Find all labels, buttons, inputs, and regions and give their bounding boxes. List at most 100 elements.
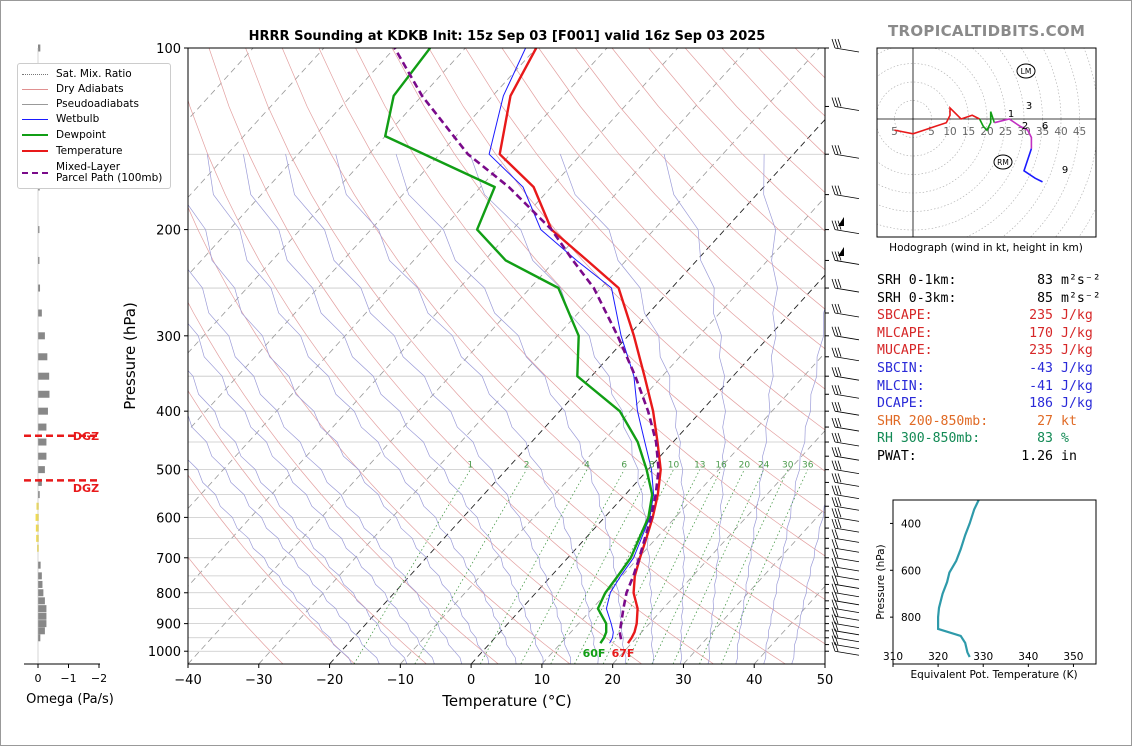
dgz-bottom-label: DGZ <box>73 482 99 495</box>
barb-flag <box>834 628 839 638</box>
storm-motion-label: LM <box>1021 67 1032 76</box>
hodograph-segment-9-12km <box>1023 148 1043 183</box>
moist-adiabat <box>188 204 490 664</box>
index-unit: kt <box>1061 413 1077 429</box>
y-tick-label: 200 <box>156 224 181 239</box>
hodograph-segment-3-6km <box>978 111 996 132</box>
omega-bar <box>38 612 47 620</box>
index-label: SRH 0-3km: <box>877 290 957 306</box>
barb-flag <box>837 402 842 412</box>
dry-adiabat <box>391 48 825 514</box>
theta-e-x-label: Equivalent Pot. Temperature (K) <box>910 669 1077 681</box>
omega-bar <box>38 284 41 292</box>
barb-flag <box>837 278 842 289</box>
barb-flag <box>837 460 842 470</box>
barb-flag <box>831 485 836 495</box>
index-label: MLCAPE: <box>877 325 933 341</box>
barb-flag <box>834 460 839 470</box>
dry-adiabat <box>355 48 825 557</box>
barb-flag <box>834 347 839 357</box>
barb-flag <box>831 251 836 261</box>
omega-bar <box>38 627 45 635</box>
legend-label: Dewpoint <box>56 128 106 141</box>
omega-bar <box>38 390 50 398</box>
omega-bar <box>38 561 41 569</box>
barb-flag <box>831 635 836 645</box>
barb-flag <box>837 303 842 314</box>
mixing-ratio-label: 20 <box>739 461 751 471</box>
barb-staff <box>834 441 860 447</box>
barb-flag <box>831 642 836 652</box>
legend-label: Pseudoadiabats <box>56 97 139 110</box>
dry-adiabat <box>188 206 571 664</box>
dry-adiabat <box>188 301 499 664</box>
index-value: 83 <box>1037 273 1053 288</box>
barb-flag <box>831 539 836 549</box>
omega-bar <box>38 478 42 486</box>
index-unit: m²s⁻² <box>1061 290 1101 306</box>
mixing-ratio-line <box>699 469 789 664</box>
barb-flag <box>831 278 836 289</box>
barb-flag <box>831 417 836 428</box>
barb-flag <box>831 432 836 443</box>
y-tick-label: 700 <box>156 552 181 567</box>
dry-adiabat <box>188 390 427 664</box>
theta-y-tick-label: 400 <box>901 518 921 530</box>
barb-flag <box>831 607 836 617</box>
omega-bar <box>38 491 40 499</box>
barb-flag <box>834 220 839 230</box>
y-tick-label: 100 <box>156 42 181 57</box>
index-value: 85 <box>1037 290 1053 306</box>
series-temperature <box>498 48 662 644</box>
legend-item: Dewpoint <box>22 128 106 142</box>
series-dewpoint <box>384 48 654 644</box>
x-tick-label: −10 <box>387 673 414 688</box>
hodograph-height-label: 1 <box>1008 109 1014 120</box>
barb-flag <box>831 591 836 601</box>
barb-flag <box>834 635 839 645</box>
omega-bar <box>38 605 47 613</box>
legend-swatch <box>22 118 48 120</box>
watermark: TROPICALTIDBITS.COM <box>888 22 1086 40</box>
theta-y-tick-label: 600 <box>901 565 921 577</box>
omega-bar <box>38 309 42 317</box>
barb-staff <box>834 47 860 53</box>
moist-adiabat <box>188 322 435 664</box>
legend-swatch <box>22 150 48 152</box>
hodograph-ring-label: 45 <box>1073 126 1086 138</box>
omega-bar <box>35 524 39 532</box>
index-unit: J/kg <box>1061 325 1093 341</box>
mixing-ratio-label: 16 <box>715 461 727 471</box>
barb-flag <box>834 621 839 631</box>
isotherm <box>188 48 395 276</box>
barb-flag <box>837 417 842 428</box>
index-value: 1.26 <box>1021 448 1053 464</box>
legend-swatch <box>22 88 48 90</box>
barb-staff <box>834 623 860 629</box>
barb-flag <box>831 97 836 107</box>
barb-flag <box>834 642 839 652</box>
index-value: 170 <box>1029 325 1053 341</box>
hodograph-segment-0-3km <box>894 105 980 135</box>
mixing-ratio-label: 2 <box>524 461 530 471</box>
theta-x-tick-label: 330 <box>973 651 993 663</box>
omega-bar <box>38 572 42 580</box>
theta-x-tick-label: 350 <box>1063 651 1083 663</box>
mixing-ratio-label: 30 <box>782 461 794 471</box>
barb-staff <box>834 575 860 581</box>
omega-bar <box>38 597 45 605</box>
skewt-background-lines <box>188 48 825 664</box>
barb-flag <box>834 583 839 593</box>
hodograph-height-label: 6 <box>1042 121 1048 132</box>
barb-flag <box>834 557 839 568</box>
barb-flag <box>837 367 842 377</box>
legend-label: Temperature <box>56 144 123 157</box>
barb-flag <box>834 417 839 428</box>
index-label: RH 300-850mb: <box>877 431 981 447</box>
dry-adiabat <box>208 48 714 664</box>
index-value: 186 <box>1029 396 1053 412</box>
omega-bar <box>38 589 44 597</box>
y-tick-label: 400 <box>156 405 181 420</box>
barb-staff <box>834 584 860 589</box>
skewt-profiles <box>384 48 662 644</box>
